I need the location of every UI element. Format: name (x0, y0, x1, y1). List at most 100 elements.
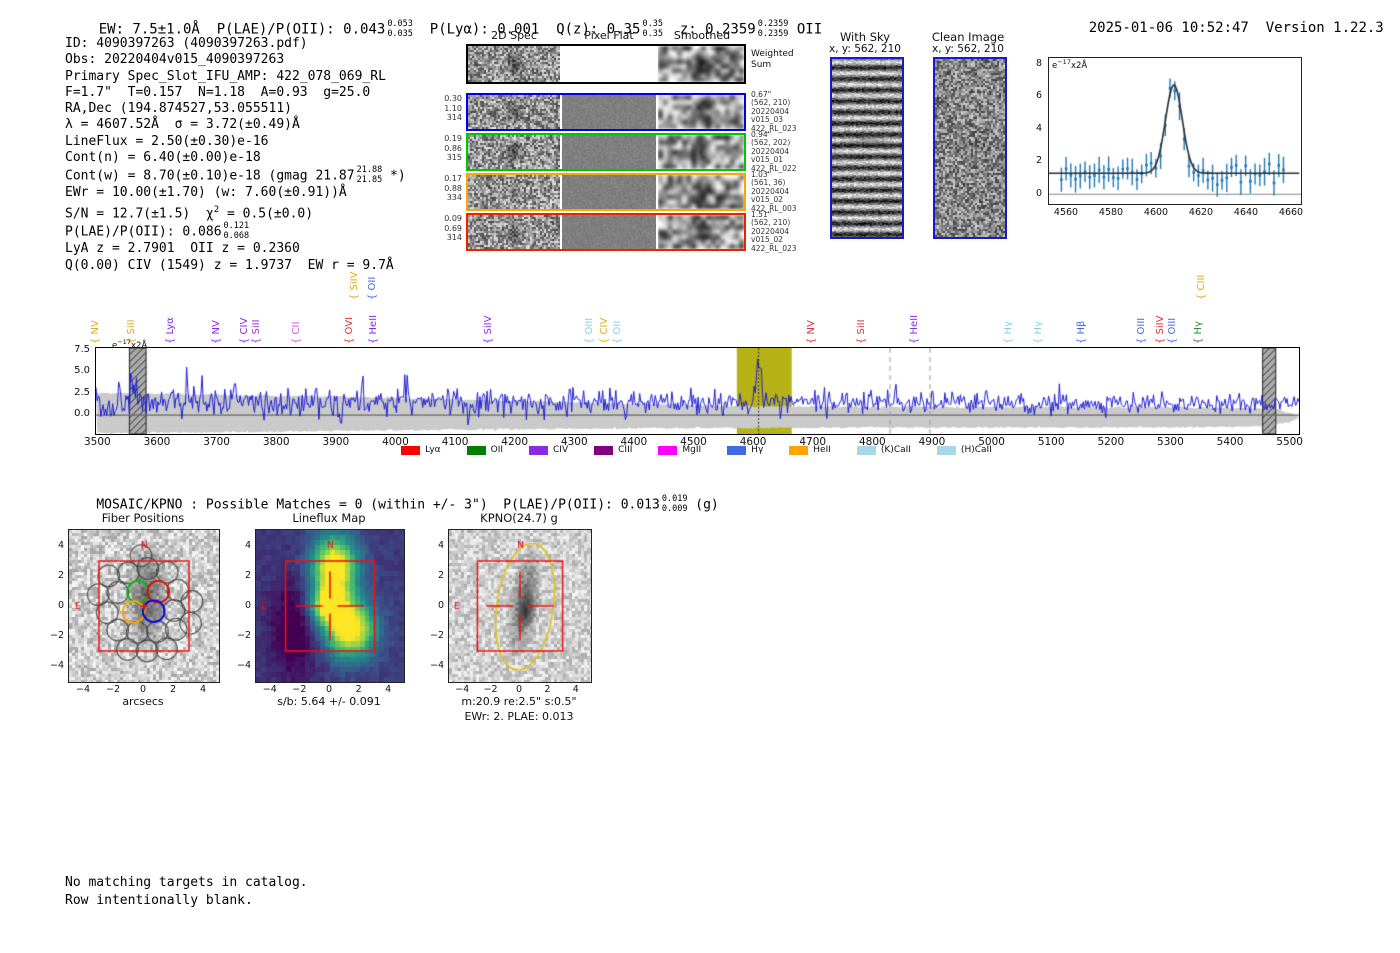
row-weight-value: 1.10 (444, 103, 462, 113)
panel-y-tick: 2 (244, 569, 251, 581)
kpno-caption-1: m:20.9 re:2.5" s:0.5" (461, 695, 577, 708)
emission-line-label: { SiII (251, 319, 263, 344)
panel-x-tick: 2 (544, 684, 551, 695)
legend-label: OII (490, 445, 504, 455)
panel-y-tick: −2 (429, 629, 444, 641)
full-spectrum-canvas (96, 348, 1299, 434)
inset-x-tick: 4660 (1278, 207, 1304, 218)
info-line: Cont(w) = 8.70(±0.10)e-18 (gmag 21.87 21.… (65, 166, 465, 185)
row-weight-value: 315 (446, 153, 462, 163)
info-text: LineFlux = 2.50(±0.30)e-16 (65, 133, 269, 149)
row-fiber-detail: 422_RL_023 (751, 243, 797, 253)
row-weight-labels: 0.19 0.86 315 (436, 134, 462, 163)
emission-line-label: { SiIV (482, 315, 494, 344)
weighted-pixelflat-cutout (562, 46, 656, 82)
row-fiber-annotation: 1.51" (562, 210) 20220404 v015_02 422_RL_023 (751, 210, 811, 253)
line-fit-canvas (1049, 58, 1301, 204)
panel-x-tick: −2 (483, 684, 498, 695)
emission-line-label: { CIV (598, 317, 610, 344)
legend-label: (H)CaII (960, 445, 992, 455)
legend-label: (K)CaII (880, 445, 911, 455)
info-line: Primary Spec_Slot_IFU_AMP: 422_078_069_R… (65, 69, 465, 85)
row-smoothed-cutout (658, 95, 744, 129)
panel-x-tick: 2 (355, 684, 362, 695)
legend-swatch (594, 445, 614, 455)
spectrum-y-tick: 2.5 (74, 386, 90, 398)
z-uncertainty: 0.2359 0.2359 (757, 19, 789, 39)
info-line: RA,Dec (194.874527,53.055511) (65, 101, 465, 117)
info-text: Q(0.00) CIV (1549) z = 1.9737 EW r = 9.7… (65, 257, 394, 273)
emission-line-label: { NV (806, 320, 818, 344)
emission-line-label: { HeII (908, 314, 920, 344)
legend-swatch (727, 445, 747, 455)
panel-x-tick: 0 (325, 684, 333, 695)
fiber-xlabel: arcsecs (122, 695, 164, 708)
spectrum-x-tick: 4600 (739, 436, 767, 448)
spectrum-x-tick: 4800 (858, 436, 886, 448)
spectrum-legend: Lyα OII CIV CIII MgII Hγ HeII (K)CaII (H)CaII (95, 445, 1298, 455)
spectrum-x-tick: 4100 (441, 436, 469, 448)
legend-item: MgII (658, 445, 701, 455)
legend-label: Hγ (751, 445, 764, 455)
line-fit-inset-plot: e−17x2Å (1048, 57, 1302, 205)
panel-y-tick: 0 (57, 599, 64, 611)
emission-line-label: { CIV (239, 317, 251, 344)
panel-y-tick: 4 (244, 539, 251, 551)
inset-x-tick: 4560 (1053, 207, 1079, 218)
row-pixelflat-cutout (562, 175, 656, 209)
emission-line-label: { SiII (856, 319, 868, 344)
row-fiber-annotation: 0.94" (562, 202) 20220404 v015_01 422_RL_022 (751, 130, 811, 173)
info-line: S/N = 12.7(±1.5) χ2 = 0.5(±0.0) (65, 202, 465, 223)
emission-line-label: { CIII (1195, 274, 1207, 300)
kpno-canvas (449, 530, 591, 682)
info-line: EWr = 10.00(±1.70) (w: 7.60(±0.91))Å (65, 185, 465, 201)
row-fiber-detail: 422_RL_022 (751, 163, 797, 173)
fiber-positions-title: Fiber Positions (101, 511, 185, 525)
spectrum-x-tick: 4000 (382, 436, 409, 448)
fiber-cutout-row (466, 173, 746, 211)
inset-y-tick: 8 (1035, 57, 1042, 69)
info-text: LyA z = 2.7901 OII z = 0.2360 (65, 241, 300, 257)
row-fiber-detail: 20220404 (751, 106, 790, 116)
legend-swatch (401, 445, 421, 455)
panel-y-tick: −4 (236, 659, 251, 671)
emission-line-label: { OIII (1167, 317, 1179, 344)
report-version: Version 1.22.3 (1265, 20, 1384, 36)
info-text: Cont(w) = 8.70(±0.10)e-18 (gmag 21.87 (65, 168, 355, 184)
detection-info-block: ID: 4090397263 (4090397263.pdf) Obs: 2022… (65, 36, 465, 274)
full-spectrum-plot (95, 347, 1300, 435)
info-text: S/N = 12.7(±1.5) χ (65, 206, 214, 222)
emission-line-label: { Hγ (1002, 321, 1014, 344)
info-text: Cont(n) = 6.40(±0.00)e-18 (65, 150, 261, 166)
info-line: Cont(n) = 6.40(±0.00)e-18 (65, 150, 465, 166)
emission-line-label: { Lyα (165, 317, 177, 344)
report-datetime: 2025-01-06 10:52:47 (1088, 20, 1249, 36)
row-smoothed-cutout (658, 175, 744, 209)
emission-line-label: { HeII (367, 314, 379, 344)
row-weight-value: 0.30 (444, 94, 462, 103)
row-fiber-detail: 0.67" (751, 90, 772, 99)
emission-line-label: { OII (611, 320, 623, 344)
row-weight-value: 314 (446, 233, 462, 243)
panel-y-tick: 4 (437, 539, 444, 551)
spectrum-x-tick: 3700 (203, 436, 230, 448)
row-weight-labels: 0.30 1.10 314 (436, 94, 462, 123)
row-smoothed-cutout (658, 215, 744, 249)
inset-x-tick: 4640 (1233, 207, 1259, 218)
row-fiber-detail: 422_RL_003 (751, 203, 797, 213)
emission-line-label: { OVI (344, 316, 356, 344)
emission-line-label: { SiIV (349, 271, 361, 300)
row-smoothed-cutout (658, 135, 744, 169)
inset-flux-units: e−17x2Å (1052, 58, 1088, 71)
info-text: RA,Dec (194.874527,53.055511) (65, 101, 292, 117)
ew-value: EW: 7.5±1.0Å (98, 21, 217, 38)
fiber-cutout-row (466, 93, 746, 131)
info-line: λ = 4607.52Å σ = 3.72(±0.49)Å (65, 117, 465, 133)
row-pixelflat-cutout (562, 215, 656, 249)
inset-y-tick: 6 (1035, 90, 1042, 102)
match-text: MOSAIC/KPNO : Possible Matches = 0 (with… (96, 497, 660, 513)
info-text: *) (382, 168, 406, 184)
legend-label: Lyα (425, 445, 441, 455)
panel-y-tick: 0 (244, 599, 251, 611)
